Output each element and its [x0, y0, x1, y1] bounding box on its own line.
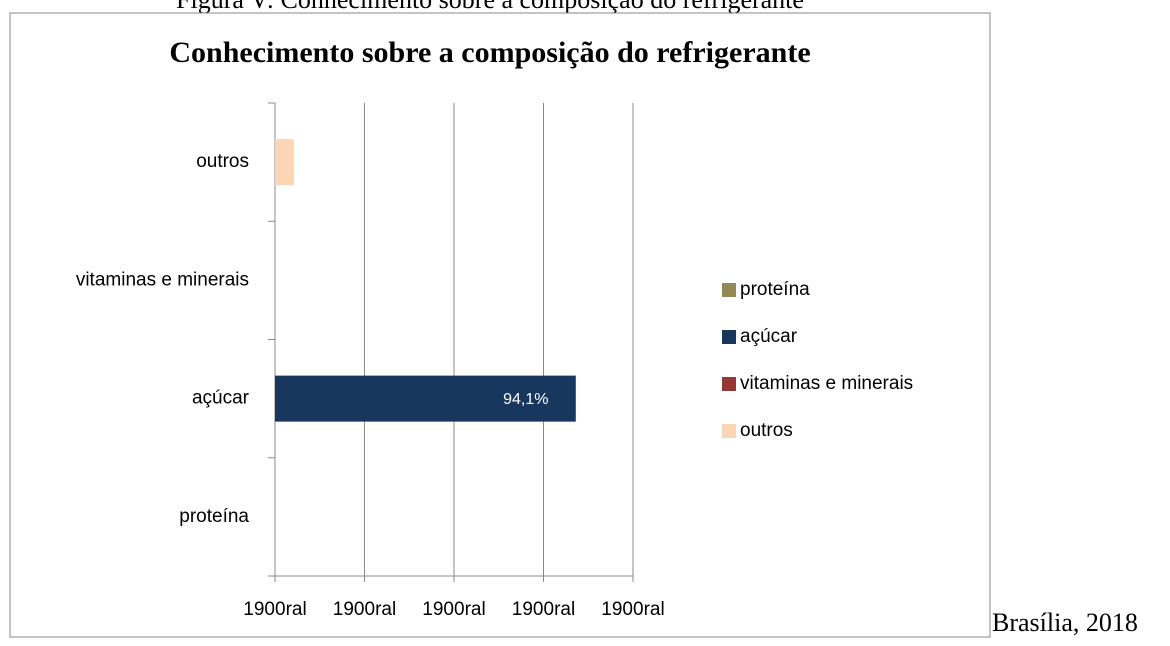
bar: [275, 375, 576, 422]
y-tick-label: vitaminas e minerais: [76, 269, 249, 290]
x-tick-label: 1900ral: [422, 599, 485, 620]
legend-label: outros: [740, 420, 793, 441]
chart-frame: [9, 12, 991, 638]
y-tick-label: açúcar: [192, 388, 250, 409]
y-tick-label: outros: [196, 151, 249, 172]
data-label: 94,1%: [503, 391, 548, 408]
bar: [275, 139, 294, 186]
legend-swatch: [722, 424, 736, 438]
legend-swatch: [722, 377, 736, 391]
legend-label: açúcar: [740, 326, 798, 347]
legend-swatch: [722, 330, 736, 344]
legend-swatch: [722, 283, 736, 297]
chart-title: Conhecimento sobre a composição do refri…: [169, 36, 810, 69]
footer: Brasília, 2018: [992, 608, 1138, 637]
legend-label: proteína: [740, 279, 810, 300]
x-tick-label: 1900ral: [333, 599, 396, 620]
x-tick-label: 1900ral: [243, 599, 306, 620]
caption: Figura V: Conhecimento sobre a composiçã…: [176, 0, 804, 14]
x-tick-label: 1900ral: [601, 599, 664, 620]
y-tick-label: proteína: [179, 506, 249, 527]
legend-label: vitaminas e minerais: [740, 373, 913, 394]
x-tick-label: 1900ral: [512, 599, 575, 620]
